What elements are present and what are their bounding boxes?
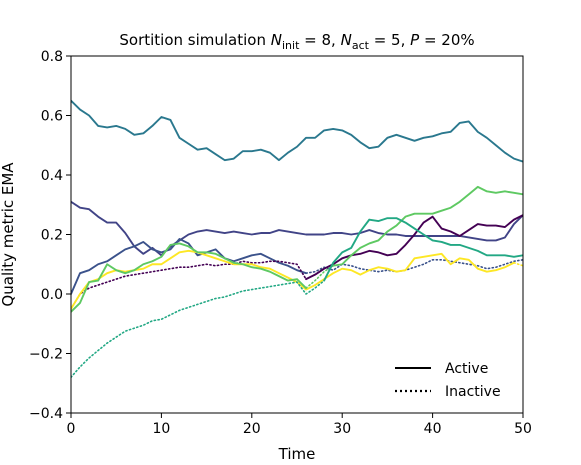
title-symbol: N — [341, 31, 352, 49]
series-3-dotted-line — [71, 260, 307, 310]
x-tick-label: 20 — [243, 421, 261, 437]
y-tick-label: 0.4 — [41, 168, 63, 184]
x-axis: 0 10 20 30 40 50 — [67, 413, 532, 437]
y-tick-label: −0.2 — [29, 347, 63, 363]
title-equality: = 5, — [369, 31, 410, 49]
title-symbol: P — [410, 31, 420, 49]
x-tick-label: 10 — [152, 421, 170, 437]
series-3-solid-line — [305, 214, 523, 281]
title-equality: = 20% — [419, 31, 474, 49]
series-5-dotted-line — [305, 264, 334, 289]
title-equality: = 8, — [299, 31, 340, 49]
series-group — [71, 99, 523, 379]
title-main-text: Sortition simulation — [119, 31, 270, 49]
series-5-solid-line — [71, 242, 307, 313]
y-axis-label: Quality metric EMA — [0, 162, 17, 307]
y-tick-label: 0.8 — [41, 49, 63, 65]
y-tick-label: −0.4 — [29, 406, 63, 422]
series-2-solid-line — [71, 238, 307, 295]
series-1-solid-line — [71, 200, 523, 257]
x-tick-label: 30 — [333, 421, 351, 437]
plot-area — [70, 55, 524, 414]
x-tick-label: 40 — [424, 421, 442, 437]
series-4-dotted-line — [513, 261, 523, 267]
series-6-dotted-line — [71, 279, 325, 379]
legend-label: Inactive — [445, 384, 501, 400]
y-tick-label: 0.2 — [41, 228, 63, 244]
x-tick-label: 50 — [514, 421, 532, 437]
title-subscript: init — [282, 39, 300, 52]
y-tick-label: 0.6 — [41, 109, 63, 125]
legend: Active Inactive — [395, 361, 501, 400]
series-6-solid-line — [323, 217, 523, 282]
legend-label: Active — [445, 361, 488, 377]
x-tick-label: 0 — [67, 421, 76, 437]
series-0-solid-line — [71, 99, 523, 163]
title-subscript: act — [352, 39, 370, 52]
y-axis: −0.4 −0.2 0.0 0.2 0.4 0.6 0.8 — [29, 49, 71, 422]
chart-title: Sortition simulation Ninit = 8, Nact = 5… — [119, 31, 474, 52]
title-symbol: N — [271, 31, 282, 49]
series-5-solid-line — [332, 185, 523, 267]
y-tick-label: 0.0 — [41, 287, 63, 303]
x-axis-label: Time — [278, 445, 316, 463]
